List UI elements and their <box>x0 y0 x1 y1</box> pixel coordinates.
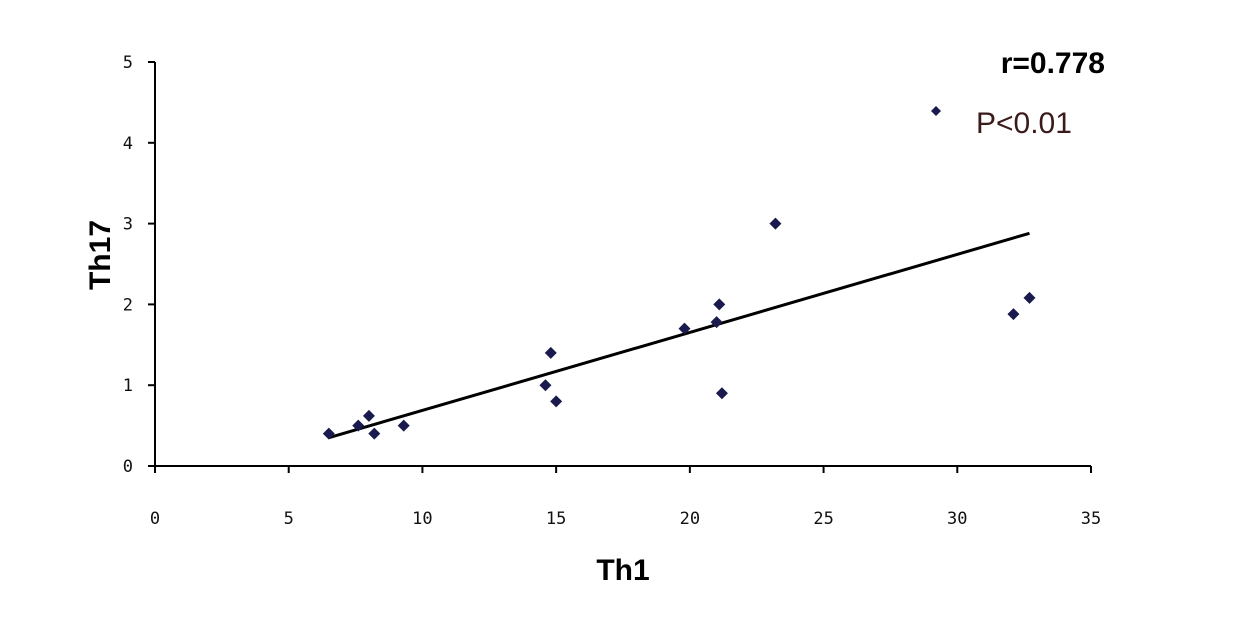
data-point <box>322 427 335 440</box>
x-tick-label: 35 <box>1081 509 1101 529</box>
data-point <box>1023 291 1036 304</box>
p-value-label: P<0.01 <box>976 107 1072 140</box>
y-axis-title: Th17 <box>84 220 117 290</box>
data-point <box>769 217 782 230</box>
y-tick-label: 0 <box>123 457 133 477</box>
data-point <box>544 346 557 359</box>
data-point <box>713 298 726 311</box>
y-tick-label: 1 <box>123 376 133 396</box>
x-tick-label: 15 <box>546 509 566 529</box>
data-point <box>397 419 410 432</box>
x-tick-label: 30 <box>947 509 967 529</box>
x-tick-label: 20 <box>680 509 700 529</box>
data-point <box>710 316 723 329</box>
data-point <box>352 419 365 432</box>
data-point <box>539 379 552 392</box>
y-tick-label: 5 <box>123 53 133 73</box>
axes <box>154 62 1091 467</box>
x-ticks: 0 5 10 15 20 25 30 35 <box>150 466 1101 529</box>
data-point <box>1007 308 1020 321</box>
y-tick-label: 4 <box>123 134 133 154</box>
data-point <box>550 395 563 408</box>
y-ticks: 0 1 2 3 4 5 <box>123 53 155 477</box>
x-axis-title: Th1 <box>596 554 649 587</box>
trendline-group <box>328 231 1030 440</box>
data-point <box>362 409 375 422</box>
data-point <box>715 387 728 400</box>
data-point <box>678 322 691 335</box>
y-tick-label: 3 <box>123 215 133 235</box>
data-point <box>368 427 381 440</box>
data-points <box>322 217 1036 440</box>
legend-marker-icon <box>931 106 941 116</box>
x-tick-label: 25 <box>813 509 833 529</box>
correlation-label: r=0.778 <box>1001 47 1105 80</box>
x-tick-label: 0 <box>150 509 160 529</box>
x-tick-label: 10 <box>412 509 432 529</box>
x-tick-label: 5 <box>284 509 294 529</box>
trend-line <box>328 231 1030 440</box>
y-tick-label: 2 <box>123 295 133 315</box>
